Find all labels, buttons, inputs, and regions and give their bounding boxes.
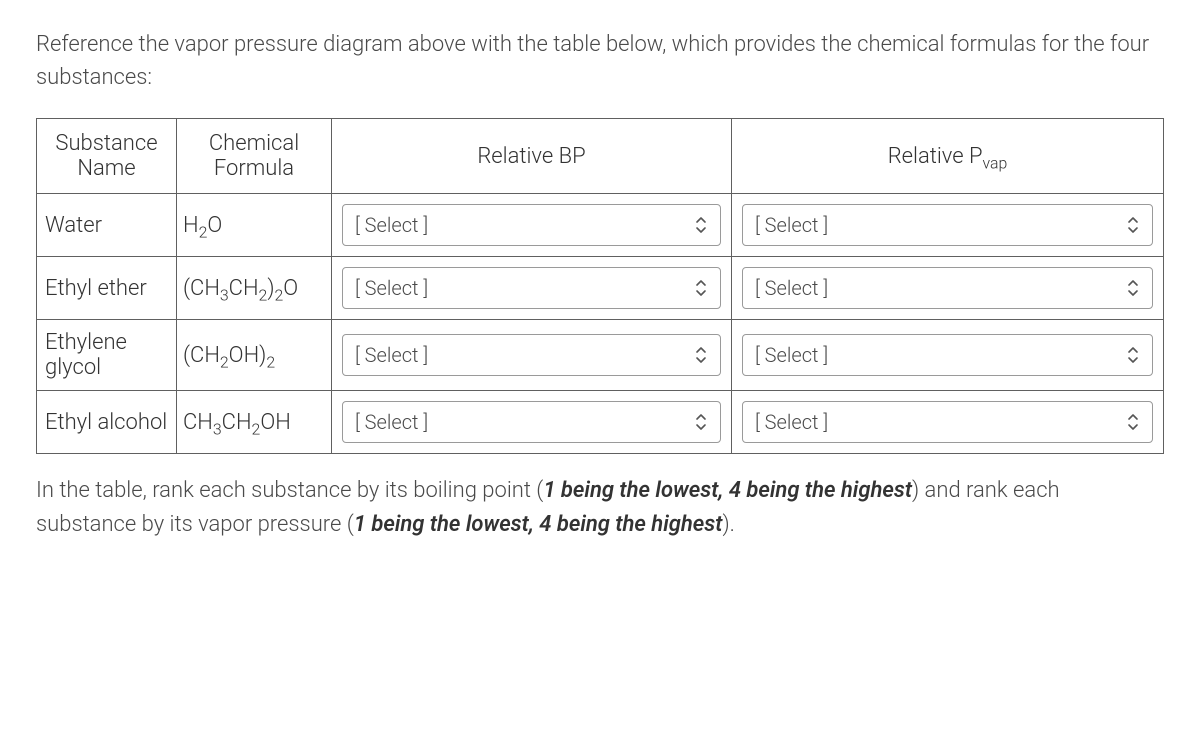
- chevron-up-down-icon: [1126, 215, 1140, 235]
- header-relative-pvap: Relative Pvap: [732, 119, 1164, 194]
- table-row: WaterH2O [ Select ] [ Select ]: [37, 194, 1164, 257]
- relative-bp-select[interactable]: [ Select ]: [342, 204, 721, 246]
- outro-text: In the table, rank each substance by its…: [36, 474, 1164, 542]
- outro-bold-2: 1 being the lowest, 4 being the highest: [354, 512, 723, 537]
- substance-name-cell: Ethyl alcohol: [37, 391, 177, 454]
- relative-bp-cell: [ Select ]: [332, 257, 732, 320]
- chevron-up-down-icon: [694, 345, 708, 365]
- relative-pvap-cell: [ Select ]: [732, 320, 1164, 391]
- chevron-up-down-icon: [694, 412, 708, 432]
- relative-bp-cell: [ Select ]: [332, 391, 732, 454]
- outro-bold-1: 1 being the lowest, 4 being the highest: [543, 478, 912, 503]
- relative-bp-select[interactable]: [ Select ]: [342, 334, 721, 376]
- relative-bp-select[interactable]: [ Select ]: [342, 267, 721, 309]
- table-row: Ethyl ether(CH3CH2)2O [ Select ] [ Select …: [37, 257, 1164, 320]
- outro-part-e: ).: [722, 512, 734, 537]
- substance-name-cell: Ethyl ether: [37, 257, 177, 320]
- table-row: Ethylene glycol(CH2OH)2 [ Select ] [ Selec…: [37, 320, 1164, 391]
- chemical-formula-cell: CH3CH2OH: [177, 391, 332, 454]
- select-placeholder: [ Select ]: [355, 276, 428, 300]
- chevron-up-down-icon: [694, 278, 708, 298]
- outro-part-a: In the table, rank each substance by its…: [36, 478, 543, 503]
- header-chemical-formula: Chemical Formula: [177, 119, 332, 194]
- select-placeholder: [ Select ]: [755, 276, 828, 300]
- relative-bp-cell: [ Select ]: [332, 320, 732, 391]
- select-placeholder: [ Select ]: [355, 213, 428, 237]
- intro-text: Reference the vapor pressure diagram abo…: [36, 28, 1164, 94]
- header-pvap-prefix: Relative P: [888, 144, 983, 169]
- header-pvap-sub: vap: [983, 153, 1008, 172]
- chemical-formula-cell: (CH2OH)2: [177, 320, 332, 391]
- relative-pvap-cell: [ Select ]: [732, 194, 1164, 257]
- chevron-up-down-icon: [1126, 278, 1140, 298]
- chevron-up-down-icon: [1126, 412, 1140, 432]
- select-placeholder: [ Select ]: [755, 410, 828, 434]
- substance-table: Substance Name Chemical Formula Relative…: [36, 118, 1164, 454]
- relative-pvap-select[interactable]: [ Select ]: [742, 267, 1153, 309]
- select-placeholder: [ Select ]: [755, 343, 828, 367]
- relative-bp-select[interactable]: [ Select ]: [342, 401, 721, 443]
- header-substance-name: Substance Name: [37, 119, 177, 194]
- relative-pvap-cell: [ Select ]: [732, 391, 1164, 454]
- select-placeholder: [ Select ]: [755, 213, 828, 237]
- select-placeholder: [ Select ]: [355, 343, 428, 367]
- relative-pvap-cell: [ Select ]: [732, 257, 1164, 320]
- header-relative-bp: Relative BP: [332, 119, 732, 194]
- select-placeholder: [ Select ]: [355, 410, 428, 434]
- substance-name-cell: Water: [37, 194, 177, 257]
- chevron-up-down-icon: [1126, 345, 1140, 365]
- table-row: Ethyl alcoholCH3CH2OH [ Select ] [ Select …: [37, 391, 1164, 454]
- relative-bp-cell: [ Select ]: [332, 194, 732, 257]
- relative-pvap-select[interactable]: [ Select ]: [742, 334, 1153, 376]
- chevron-up-down-icon: [694, 215, 708, 235]
- relative-pvap-select[interactable]: [ Select ]: [742, 204, 1153, 246]
- chemical-formula-cell: H2O: [177, 194, 332, 257]
- chemical-formula-cell: (CH3CH2)2O: [177, 257, 332, 320]
- relative-pvap-select[interactable]: [ Select ]: [742, 401, 1153, 443]
- substance-name-cell: Ethylene glycol: [37, 320, 177, 391]
